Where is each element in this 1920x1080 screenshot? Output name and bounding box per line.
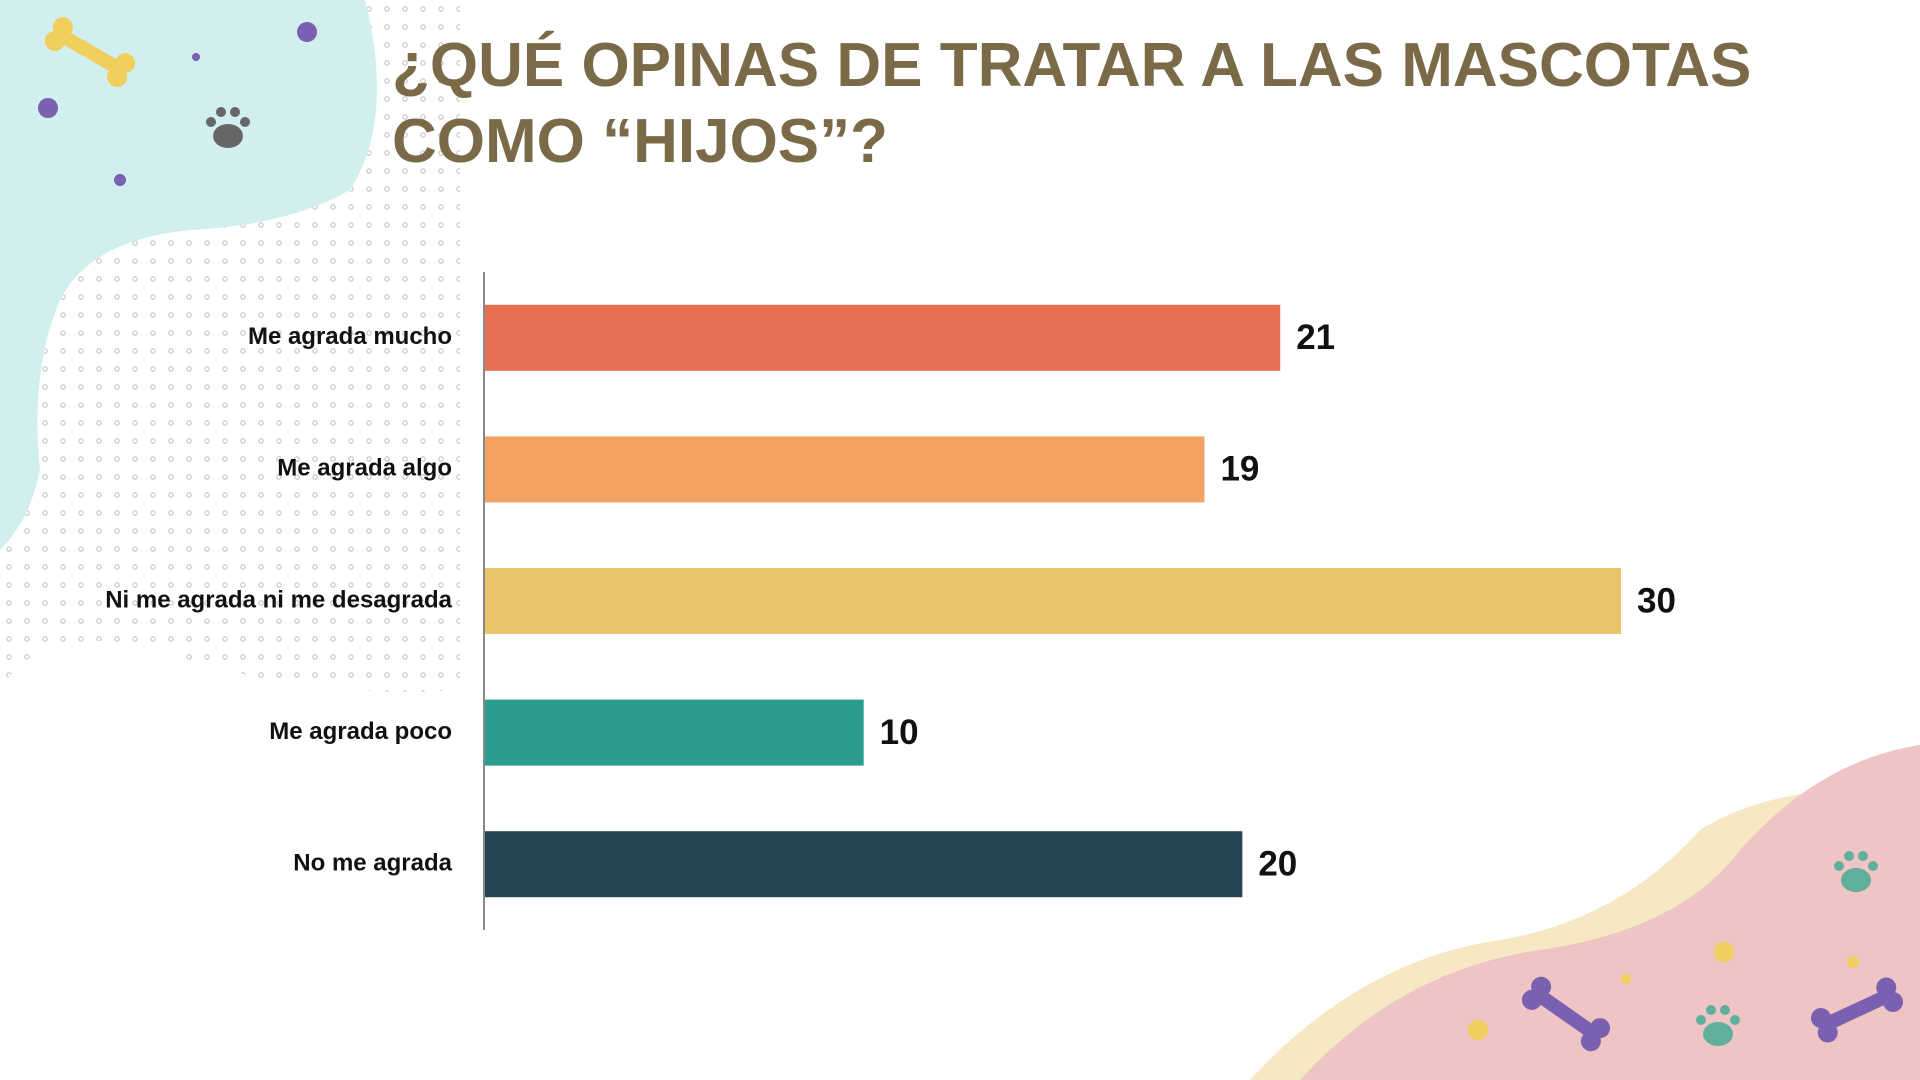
pink-blob [1300,745,1920,1080]
dot [192,53,200,61]
paw-icon [206,107,250,148]
dot [1714,942,1734,962]
category-label: Me agrada mucho [248,323,452,350]
bar [485,699,864,766]
value-label: 19 [1220,450,1259,489]
dot [1468,1020,1488,1040]
category-label: Me agrada algo [277,455,452,482]
bar [485,831,1243,898]
bone-icon [1521,976,1611,1052]
dot [1847,956,1859,968]
value-label: 20 [1258,844,1297,883]
cyan-blob [0,0,377,550]
value-label: 30 [1637,581,1676,620]
dot [1621,974,1631,984]
bone-icon [44,17,136,87]
bone-icon [1810,977,1904,1043]
value-label: 10 [880,713,919,752]
dot [114,174,126,186]
dot [297,22,317,42]
category-label: Ni me agrada ni me desagrada [105,586,452,613]
paw-icon [1834,851,1878,892]
bar [485,568,1621,634]
value-label: 21 [1296,318,1335,357]
chart-title: ¿QUÉ OPINAS DE TRATAR A LAS MASCOTAS COM… [392,31,1752,176]
bar [485,304,1281,371]
bar [485,436,1205,503]
paw-icon [1696,1005,1740,1046]
category-label: No me agrada [293,850,452,877]
dot [38,98,58,118]
category-label: Me agrada poco [269,718,452,745]
